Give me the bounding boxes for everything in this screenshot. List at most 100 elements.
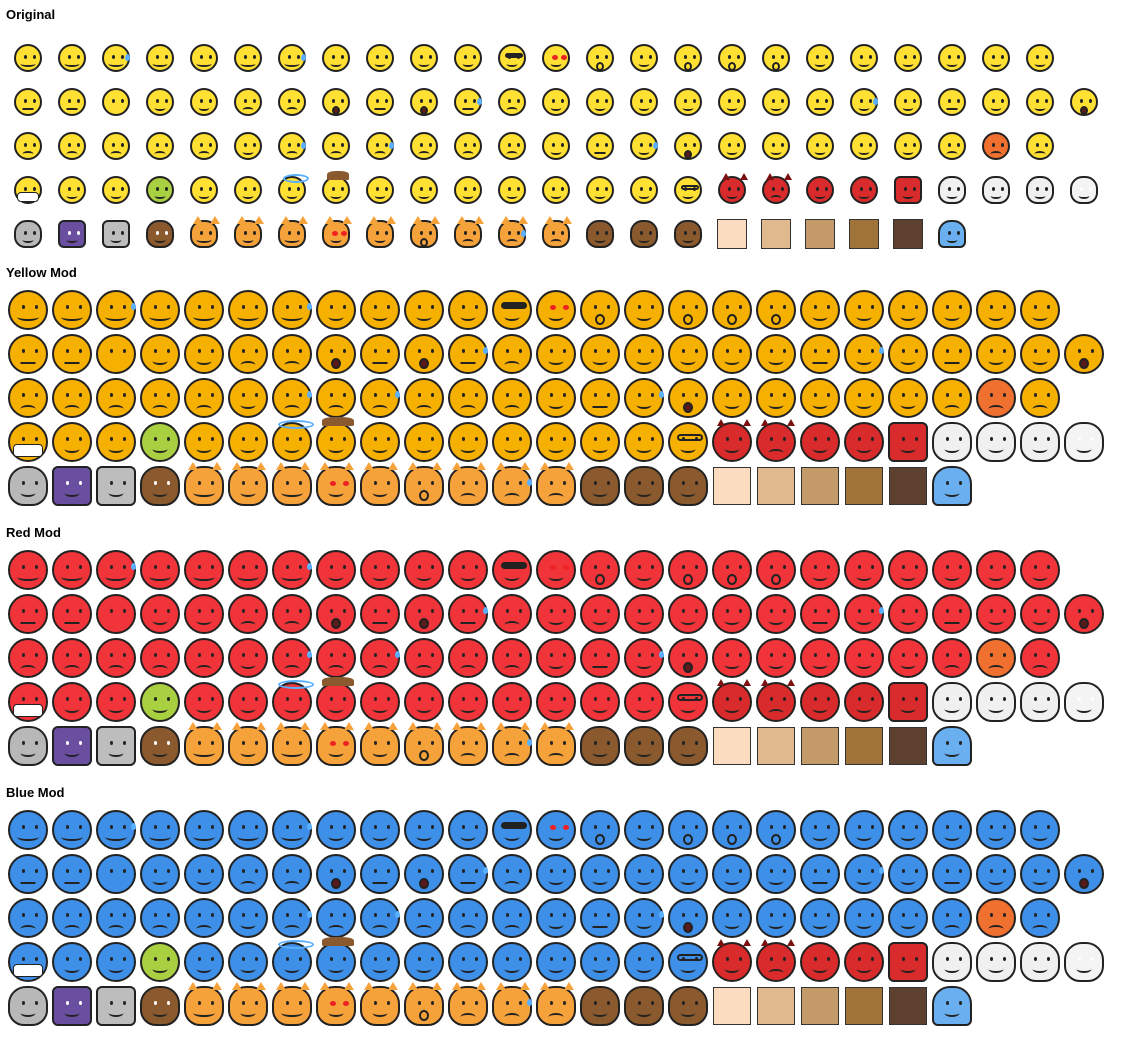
worried-face-icon bbox=[182, 376, 226, 420]
exploding-head-icon bbox=[534, 636, 578, 680]
winking-tongue-icon bbox=[666, 332, 710, 376]
screaming-face-icon bbox=[666, 896, 710, 940]
zipper-mouth-icon bbox=[358, 332, 402, 376]
slightly-frowning-icon bbox=[50, 636, 94, 680]
skin-tone-dark-icon bbox=[886, 724, 930, 768]
heart-eyes-icon bbox=[534, 548, 578, 592]
face-with-tears-of-joy-icon bbox=[94, 808, 138, 852]
thermometer-face-icon bbox=[50, 940, 94, 984]
disappointed-face-icon bbox=[138, 636, 182, 680]
rolling-eyes-icon bbox=[138, 80, 182, 124]
crying-face-icon bbox=[270, 124, 314, 168]
space-invader-icon bbox=[50, 724, 94, 768]
smiling-cat-icon bbox=[226, 462, 270, 508]
halo-face-icon bbox=[270, 940, 314, 984]
tired-face-icon bbox=[490, 80, 534, 124]
cowboy-face-icon bbox=[314, 168, 358, 212]
beaming-face-icon bbox=[50, 808, 94, 852]
open-mouth-icon bbox=[402, 332, 446, 376]
alien-icon bbox=[6, 212, 50, 256]
halo-face-icon bbox=[270, 168, 314, 212]
fearful-face-icon bbox=[446, 636, 490, 680]
expressionless-face-icon bbox=[50, 332, 94, 376]
grimacing-face-icon bbox=[578, 636, 622, 680]
rolling-eyes-icon bbox=[138, 592, 182, 636]
confused-face-icon bbox=[930, 592, 974, 636]
open-mouth-icon bbox=[402, 80, 446, 124]
dizzy-face-icon bbox=[886, 376, 930, 420]
pensive-face-icon bbox=[886, 592, 930, 636]
angry-devil-icon bbox=[754, 679, 798, 724]
face-raised-eyebrow-icon bbox=[1018, 36, 1062, 80]
cat-tears-of-joy-icon bbox=[270, 982, 314, 1028]
skin-tone-medium-dark-icon bbox=[842, 464, 886, 508]
grimacing-face-icon bbox=[578, 896, 622, 940]
sneezing-face-icon bbox=[226, 420, 270, 464]
squinting-face-icon bbox=[314, 808, 358, 852]
skin-tone-dark-icon bbox=[886, 464, 930, 508]
weary-face-icon bbox=[490, 896, 534, 940]
partying-face-icon bbox=[358, 680, 402, 724]
sunglasses-face-icon bbox=[490, 36, 534, 80]
smiling-devil-icon bbox=[710, 168, 754, 212]
kissing-face-icon bbox=[666, 288, 710, 332]
savoring-food-icon bbox=[446, 808, 490, 852]
confounded-face-icon bbox=[94, 896, 138, 940]
cold-face-icon bbox=[754, 636, 798, 680]
smiling-hearts-icon bbox=[622, 36, 666, 80]
pleading-face-icon bbox=[446, 420, 490, 464]
sad-but-relieved-icon bbox=[314, 124, 358, 168]
clown-face-icon bbox=[798, 168, 842, 212]
anguished-face-icon bbox=[402, 896, 446, 940]
dizzy-face-icon bbox=[886, 636, 930, 680]
medical-mask-icon bbox=[6, 168, 50, 212]
angry-devil-icon bbox=[754, 419, 798, 464]
speak-no-evil-monkey-icon bbox=[666, 984, 710, 1028]
goblin-icon bbox=[886, 420, 930, 464]
ogre-icon bbox=[842, 420, 886, 464]
loudly-crying-icon bbox=[358, 636, 402, 680]
sunglasses-face-icon bbox=[490, 548, 534, 592]
face-raised-eyebrow-icon bbox=[1018, 548, 1062, 592]
screaming-face-icon bbox=[666, 636, 710, 680]
disappointed-relieved-icon bbox=[270, 80, 314, 124]
face-raised-eyebrow-icon bbox=[1018, 808, 1062, 852]
smiling-eyes-icon bbox=[402, 548, 446, 592]
persevering-face-icon bbox=[226, 852, 270, 896]
woozy-face-icon bbox=[402, 680, 446, 724]
person-icon bbox=[930, 464, 974, 508]
beaming-face-icon bbox=[50, 288, 94, 332]
crying-face-icon bbox=[270, 376, 314, 420]
disappointed-face-icon bbox=[138, 376, 182, 420]
hand-over-mouth-icon bbox=[578, 420, 622, 464]
fearful-face-icon bbox=[446, 896, 490, 940]
hear-no-evil-monkey-icon bbox=[622, 724, 666, 768]
exploding-head-icon bbox=[534, 896, 578, 940]
see-no-evil-monkey-icon bbox=[578, 464, 622, 508]
skull-icon bbox=[930, 168, 974, 212]
angry-face-icon bbox=[974, 376, 1018, 420]
slightly-frowning-icon bbox=[50, 896, 94, 940]
flushed-face-icon bbox=[798, 896, 842, 940]
hugging-face-icon bbox=[886, 36, 930, 80]
vomiting-face-icon bbox=[182, 168, 226, 212]
worried-face-icon bbox=[182, 896, 226, 940]
sad-but-relieved-icon bbox=[314, 636, 358, 680]
grinning-smiling-eyes-icon bbox=[226, 548, 270, 592]
thermometer-face-icon bbox=[50, 680, 94, 724]
section-yellow-mod: Yellow Mod bbox=[0, 262, 1127, 520]
ogre-icon bbox=[842, 680, 886, 724]
anxious-sweat-icon bbox=[622, 124, 666, 168]
squinting-face-icon bbox=[314, 288, 358, 332]
flushed-face-icon bbox=[798, 124, 842, 168]
heart-eyes-cat-icon bbox=[314, 462, 358, 508]
screaming-face-icon bbox=[666, 376, 710, 420]
neutral-face-icon bbox=[6, 852, 50, 896]
zipper-mouth-icon bbox=[358, 852, 402, 896]
face-with-tears-of-joy-icon bbox=[94, 548, 138, 592]
grinning-cat-icon bbox=[182, 982, 226, 1028]
relieved-closed-eyes-icon bbox=[578, 332, 622, 376]
partying-face-icon bbox=[358, 420, 402, 464]
squinting-tongue-icon bbox=[710, 592, 754, 636]
unamused-sweat-icon bbox=[446, 852, 490, 896]
